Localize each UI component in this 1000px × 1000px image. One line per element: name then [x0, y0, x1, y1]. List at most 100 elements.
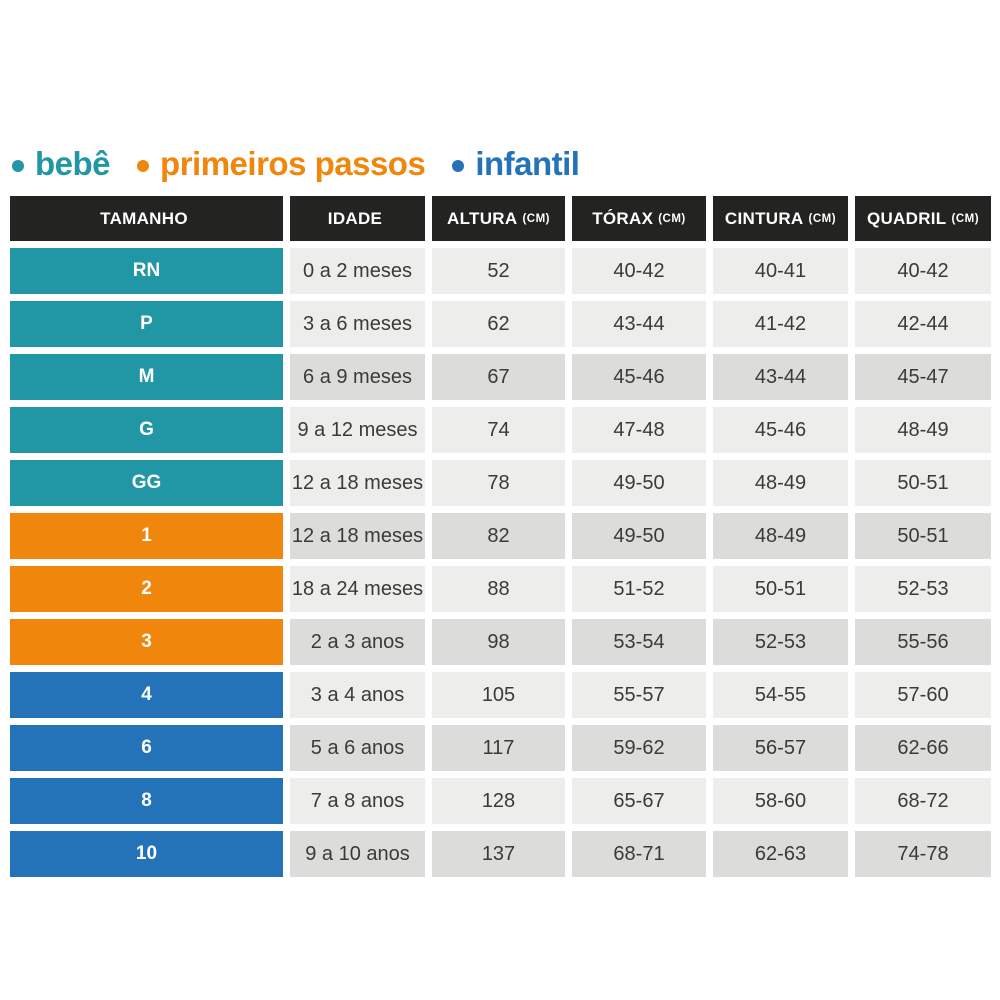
- data-cell: 50-51: [855, 513, 991, 559]
- column-header: CINTURA (CM): [713, 196, 848, 241]
- size-cell: RN: [10, 248, 283, 294]
- size-cell: 6: [10, 725, 283, 771]
- data-cell: 48-49: [713, 513, 848, 559]
- data-cell: 65-67: [572, 778, 706, 824]
- data-cell: 137: [432, 831, 565, 877]
- size-cell: M: [10, 354, 283, 400]
- legend-item: infantil: [452, 145, 580, 183]
- column-header-label: IDADE: [327, 208, 383, 228]
- data-cell: 45-46: [572, 354, 706, 400]
- legend-label: infantil: [475, 145, 580, 182]
- data-cell: 68-71: [572, 831, 706, 877]
- data-cell: 52-53: [855, 566, 991, 612]
- data-cell: 49-50: [572, 460, 706, 506]
- legend-item: primeiros passos: [137, 145, 426, 183]
- data-cell: 51-52: [572, 566, 706, 612]
- column-header: TÓRAX (CM): [572, 196, 706, 241]
- data-cell: 48-49: [855, 407, 991, 453]
- data-cell: 62: [432, 301, 565, 347]
- column-header-unit: (CM): [658, 212, 686, 225]
- data-cell: 7 a 8 anos: [290, 778, 425, 824]
- data-cell: 128: [432, 778, 565, 824]
- data-cell: 3 a 4 anos: [290, 672, 425, 718]
- data-cell: 6 a 9 meses: [290, 354, 425, 400]
- column-header-unit: (CM): [522, 212, 550, 225]
- column-header-label: TAMANHO: [100, 208, 188, 228]
- data-cell: 62-63: [713, 831, 848, 877]
- data-cell: 41-42: [713, 301, 848, 347]
- data-cell: 56-57: [713, 725, 848, 771]
- data-cell: 12 a 18 meses: [290, 513, 425, 559]
- data-cell: 50-51: [855, 460, 991, 506]
- bullet-icon: [452, 159, 465, 172]
- data-cell: 68-72: [855, 778, 991, 824]
- data-cell: 5 a 6 anos: [290, 725, 425, 771]
- column-header-label: CINTURA: [724, 208, 804, 228]
- data-cell: 50-51: [713, 566, 848, 612]
- column-header-label: QUADRIL: [866, 208, 947, 228]
- legend-label: primeiros passos: [160, 145, 426, 182]
- data-cell: 98: [432, 619, 565, 665]
- size-cell: 8: [10, 778, 283, 824]
- legend-item: bebê: [12, 145, 111, 183]
- data-cell: 74: [432, 407, 565, 453]
- data-cell: 49-50: [572, 513, 706, 559]
- data-cell: 105: [432, 672, 565, 718]
- data-cell: 78: [432, 460, 565, 506]
- size-cell: GG: [10, 460, 283, 506]
- data-cell: 40-42: [572, 248, 706, 294]
- column-header: IDADE: [290, 196, 425, 241]
- data-cell: 2 a 3 anos: [290, 619, 425, 665]
- legend-label: bebê: [35, 145, 111, 182]
- data-cell: 48-49: [713, 460, 848, 506]
- data-cell: 55-57: [572, 672, 706, 718]
- column-header: TAMANHO: [10, 196, 283, 241]
- data-cell: 43-44: [713, 354, 848, 400]
- data-cell: 47-48: [572, 407, 706, 453]
- data-cell: 0 a 2 meses: [290, 248, 425, 294]
- data-cell: 18 a 24 meses: [290, 566, 425, 612]
- size-table: TAMANHO IDADE ALTURA (CM) TÓRAX (CM) CIN…: [10, 196, 991, 877]
- column-header-label: ALTURA: [447, 208, 518, 228]
- data-cell: 117: [432, 725, 565, 771]
- size-cell: 10: [10, 831, 283, 877]
- data-cell: 9 a 10 anos: [290, 831, 425, 877]
- size-cell: 3: [10, 619, 283, 665]
- data-cell: 57-60: [855, 672, 991, 718]
- data-cell: 40-42: [855, 248, 991, 294]
- column-header-label: TÓRAX: [592, 208, 654, 228]
- data-cell: 42-44: [855, 301, 991, 347]
- data-cell: 43-44: [572, 301, 706, 347]
- data-cell: 9 a 12 meses: [290, 407, 425, 453]
- data-cell: 67: [432, 354, 565, 400]
- data-cell: 40-41: [713, 248, 848, 294]
- data-cell: 52-53: [713, 619, 848, 665]
- data-cell: 59-62: [572, 725, 706, 771]
- size-cell: 1: [10, 513, 283, 559]
- data-cell: 45-46: [713, 407, 848, 453]
- bullet-icon: [137, 159, 150, 172]
- column-header-unit: (CM): [951, 212, 980, 225]
- column-header: QUADRIL (CM): [855, 196, 991, 241]
- data-cell: 45-47: [855, 354, 991, 400]
- data-cell: 3 a 6 meses: [290, 301, 425, 347]
- data-cell: 55-56: [855, 619, 991, 665]
- data-cell: 88: [432, 566, 565, 612]
- size-cell: 4: [10, 672, 283, 718]
- legend: bebê primeiros passos infantil: [12, 142, 580, 186]
- size-cell: G: [10, 407, 283, 453]
- data-cell: 53-54: [572, 619, 706, 665]
- data-cell: 82: [432, 513, 565, 559]
- size-cell: 2: [10, 566, 283, 612]
- data-cell: 62-66: [855, 725, 991, 771]
- column-header-unit: (CM): [808, 212, 837, 225]
- data-cell: 54-55: [713, 672, 848, 718]
- size-cell: P: [10, 301, 283, 347]
- data-cell: 74-78: [855, 831, 991, 877]
- column-header: ALTURA (CM): [432, 196, 565, 241]
- bullet-icon: [12, 159, 24, 172]
- data-cell: 12 a 18 meses: [290, 460, 425, 506]
- data-cell: 52: [432, 248, 565, 294]
- data-cell: 58-60: [713, 778, 848, 824]
